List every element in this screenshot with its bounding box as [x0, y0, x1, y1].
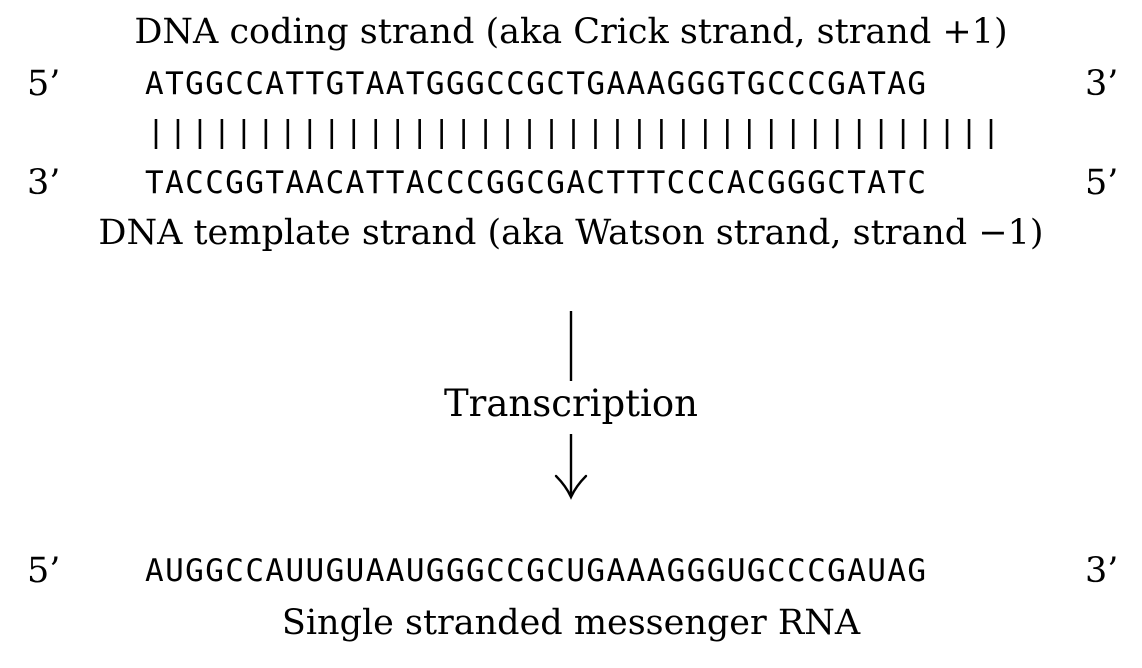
mrna-caption: Single stranded messenger RNA — [281, 603, 861, 643]
mrna-3-prime-end: 3’ — [1085, 551, 1119, 591]
arrow-head-icon — [554, 474, 588, 500]
base-pair-bonds — [154, 119, 993, 149]
template-strand-sequence: TACCGGTAACATTACCCGGCGACTTTCCCACGGGCTATC — [145, 165, 928, 201]
mrna-5-prime-end: 5’ — [27, 551, 61, 591]
mrna-sequence: AUGGCCAUUGUAAUGGGCCGCUGAAAGGGUGCCCGAUAG — [145, 553, 928, 589]
transcription-label: Transcription — [444, 382, 698, 425]
template-strand-3-prime-end: 3’ — [27, 163, 61, 203]
coding-strand-5-prime-end: 5’ — [27, 64, 61, 104]
coding-strand-sequence: ATGGCCATTGTAATGGGCCGCTGAAAGGGTGCCCGATAG — [145, 66, 928, 102]
coding-strand-3-prime-end: 3’ — [1085, 64, 1119, 104]
template-strand-5-prime-end: 5’ — [1085, 163, 1119, 203]
coding-strand-caption: DNA coding strand (aka Crick strand, str… — [134, 12, 1008, 52]
template-strand-caption: DNA template strand (aka Watson strand, … — [98, 213, 1044, 253]
